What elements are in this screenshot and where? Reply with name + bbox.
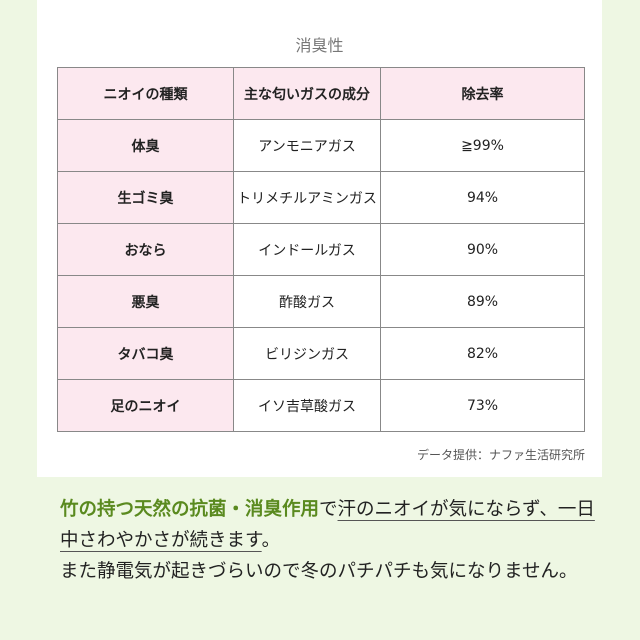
deodorization-table: ニオイの種類 主な匂いガスの成分 除去率 体臭 アンモニアガス ≧99% 生ゴミ… [57, 67, 585, 432]
odor-type: 足のニオイ [57, 379, 234, 432]
header-gas-component: 主な匂いガスの成分 [233, 67, 381, 120]
header-odor-type: ニオイの種類 [57, 67, 234, 120]
connector-text: で [319, 499, 338, 520]
table-row: 足のニオイ イソ吉草酸ガス 73% [57, 379, 585, 432]
removal-rate: ≧99% [380, 119, 585, 172]
table-title: 消臭性 [295, 36, 344, 55]
odor-type: 体臭 [57, 119, 234, 172]
gas-component: イソ吉草酸ガス [233, 379, 381, 432]
period-text: 。 [261, 530, 281, 551]
table-row: 生ゴミ臭 トリメチルアミンガス 94% [57, 171, 585, 224]
odor-table-panel: 消臭性 ニオイの種類 主な匂いガスの成分 除去率 体臭 アンモニアガス ≧99%… [37, 0, 602, 477]
underlined-text: 汗のニオイが気にならず、一日中さわやかさが続きます [60, 499, 595, 551]
odor-type: 生ゴミ臭 [57, 171, 234, 224]
gas-component: ビリジンガス [233, 327, 381, 380]
data-source-note: データ提供：ナファ生活研究所 [416, 448, 585, 462]
removal-rate: 82% [380, 327, 585, 380]
second-sentence: また静電気が起きづらいので冬のパチパチも気になりません。 [60, 561, 578, 582]
table-header-row: ニオイの種類 主な匂いガスの成分 除去率 [57, 67, 585, 120]
removal-rate: 73% [380, 379, 585, 432]
table-row: 悪臭 酢酸ガス 89% [57, 275, 585, 328]
gas-component: インドールガス [233, 223, 381, 276]
removal-rate: 94% [380, 171, 585, 224]
table-row: 体臭 アンモニアガス ≧99% [57, 119, 585, 172]
table-row: おなら インドールガス 90% [57, 223, 585, 276]
removal-rate: 89% [380, 275, 585, 328]
odor-type: タバコ臭 [57, 327, 234, 380]
gas-component: トリメチルアミンガス [233, 171, 381, 224]
odor-type: おなら [57, 223, 234, 276]
table-row: タバコ臭 ビリジンガス 82% [57, 327, 585, 380]
removal-rate: 90% [380, 223, 585, 276]
highlight-text: 竹の持つ天然の抗菌・消臭作用 [60, 499, 320, 520]
odor-type: 悪臭 [57, 275, 234, 328]
description-text: 竹の持つ天然の抗菌・消臭作用で汗のニオイが気にならず、一日中さわやかさが続きます… [60, 494, 600, 587]
gas-component: 酢酸ガス [233, 275, 381, 328]
gas-component: アンモニアガス [233, 119, 381, 172]
header-removal-rate: 除去率 [380, 67, 585, 120]
